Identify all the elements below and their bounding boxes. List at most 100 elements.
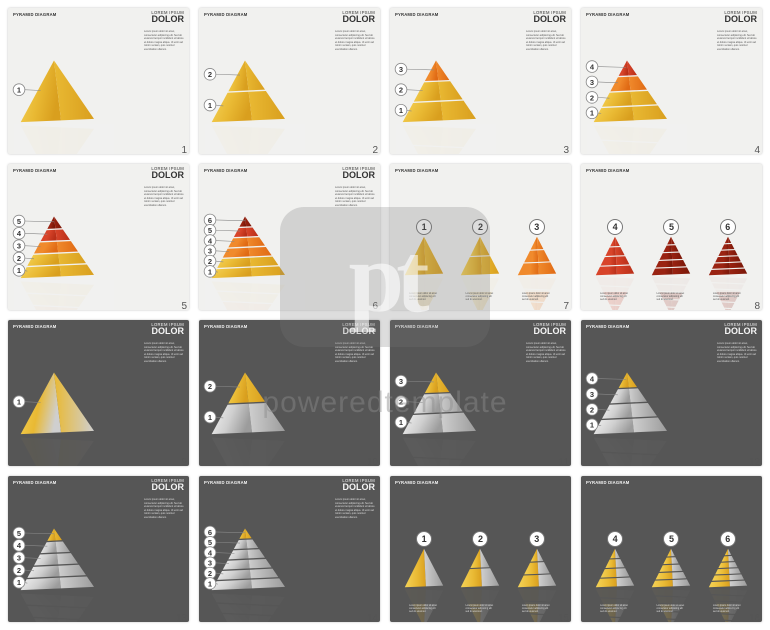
callout-badge: 3 — [529, 531, 545, 547]
slide-5: PYRAMID DIAGRAMLOREM IPSUMDOLORLorem ips… — [8, 164, 189, 310]
body-text: Lorem ipsum dolor sit amet, consectetur … — [144, 498, 184, 519]
slide-title-left: PYRAMID DIAGRAM — [13, 12, 56, 17]
body-text: Lorem ipsum dolor sit amet, consectetur … — [717, 30, 757, 51]
slide-title-left: PYRAMID DIAGRAM — [204, 12, 247, 17]
slide-cell-8: PYRAMID DIAGRAM4Lorem ipsum dolor sit am… — [581, 164, 762, 310]
slide-number: 1 — [181, 145, 187, 156]
slide-cell-13: PYRAMID DIAGRAM LOREM IPSUMDOLOR Lorem ips… — [8, 476, 189, 622]
slide-cell-5: PYRAMID DIAGRAMLOREM IPSUMDOLORLorem ips… — [8, 164, 189, 310]
mini-pyramid-6: 6Lorem ipsum dolor sit amet consectetur … — [700, 542, 756, 614]
slide-number: 16 — [749, 613, 760, 624]
pyramid: 654321 — [205, 204, 305, 304]
slide-title-left: PYRAMID DIAGRAM — [395, 12, 438, 17]
svg-text:3: 3 — [590, 390, 594, 399]
svg-text:1: 1 — [17, 266, 21, 275]
pyramid-row: 1Lorem ipsum dolor sit amet consectetur … — [390, 164, 571, 310]
slide-title-left: PYRAMID DIAGRAM — [204, 480, 247, 485]
slide-title-right: LOREM IPSUMDOLOR — [151, 479, 184, 492]
subtitle-big: DOLOR — [151, 483, 184, 492]
pyramid: 654321 — [205, 516, 305, 616]
slide-number: 13 — [176, 613, 187, 624]
body-text: Lorem ipsum dolor sit amet, consectetur … — [335, 498, 375, 519]
subtitle-big: DOLOR — [533, 15, 566, 24]
caption-text: Lorem ipsum dolor sit amet consectetur a… — [713, 605, 743, 614]
pyramid-row: 4Lorem ipsum dolor sit amet consectetur … — [581, 164, 762, 310]
slide-cell-1: PYRAMID DIAGRAMLOREM IPSUMDOLORLorem ips… — [8, 8, 189, 154]
svg-text:5: 5 — [208, 538, 212, 547]
slide-title-right: LOREM IPSUMDOLOR — [342, 479, 375, 492]
slide-number: 3 — [563, 145, 569, 156]
svg-text:2: 2 — [17, 254, 21, 263]
subtitle-big: DOLOR — [533, 327, 566, 336]
slide-title-left: PYRAMID DIAGRAM — [395, 324, 438, 329]
subtitle-big: DOLOR — [151, 15, 184, 24]
slide-title-right: LOREM IPSUMDOLOR — [533, 11, 566, 24]
slide-cell-11: PYRAMID DIAGRAMLOREM IPSUMDOLORLorem ips… — [390, 320, 571, 466]
slide-title-right: LOREM IPSUMDOLOR — [724, 323, 757, 336]
subtitle-big: DOLOR — [342, 483, 375, 492]
mini-pyramid-5: 5Lorem ipsum dolor sit amet consectetur … — [643, 542, 699, 614]
svg-text:5: 5 — [208, 226, 212, 235]
svg-text:5: 5 — [17, 529, 21, 538]
slide-13: PYRAMID DIAGRAM LOREM IPSUMDOLOR Lorem ips… — [8, 476, 189, 622]
slide-number: 11 — [559, 457, 569, 468]
slide-11: PYRAMID DIAGRAMLOREM IPSUMDOLORLorem ips… — [390, 320, 571, 466]
body-text: Lorem ipsum dolor sit amet, consectetur … — [144, 30, 184, 51]
pyramid: 54321 — [14, 204, 114, 304]
body-text: Lorem ipsum dolor sit amet, consectetur … — [335, 186, 375, 207]
slide-number: 15 — [558, 613, 569, 624]
slide-9: PYRAMID DIAGRAMLOREM IPSUMDOLORLorem ips… — [8, 320, 189, 466]
body-text: Lorem ipsum dolor sit amet, consectetur … — [335, 30, 375, 51]
slide-title-left: PYRAMID DIAGRAM — [13, 480, 56, 485]
slide-cell-10: PYRAMID DIAGRAMLOREM IPSUMDOLORLorem ips… — [199, 320, 380, 466]
subtitle-big: DOLOR — [342, 15, 375, 24]
slide-number: 9 — [181, 457, 187, 468]
svg-text:2: 2 — [399, 86, 403, 95]
body-text: Lorem ipsum dolor sit amet, consectetur … — [717, 342, 757, 363]
svg-text:3: 3 — [399, 377, 403, 386]
caption-text: Lorem ipsum dolor sit amet consectetur a… — [713, 293, 743, 302]
svg-text:1: 1 — [208, 579, 212, 588]
caption-text: Lorem ipsum dolor sit amet consectetur a… — [522, 605, 552, 614]
mini-pyramid-3: 3Lorem ipsum dolor sit amet consectetur … — [509, 230, 565, 302]
slide-4: PYRAMID DIAGRAMLOREM IPSUMDOLORLorem ips… — [581, 8, 762, 154]
slide-title-left: PYRAMID DIAGRAM — [586, 12, 629, 17]
svg-text:2: 2 — [208, 70, 212, 79]
mini-pyramid-5: 5Lorem ipsum dolor sit amet consectetur … — [643, 230, 699, 302]
caption-text: Lorem ipsum dolor sit amet consectetur a… — [522, 293, 552, 302]
pyramid: 1 — [14, 48, 114, 148]
svg-text:1: 1 — [590, 109, 594, 118]
svg-text:3: 3 — [17, 242, 21, 251]
mini-pyramid-1: 1Lorem ipsum dolor sit amet consectetur … — [396, 230, 452, 302]
svg-text:1: 1 — [208, 267, 212, 276]
caption-text: Lorem ipsum dolor sit amet consectetur a… — [600, 293, 630, 302]
slide-title-left: PYRAMID DIAGRAM — [204, 168, 247, 173]
slide-number: 8 — [754, 301, 760, 312]
svg-text:1: 1 — [17, 578, 21, 587]
slide-title-left: PYRAMID DIAGRAM — [204, 324, 247, 329]
slide-title-left: PYRAMID DIAGRAM — [13, 324, 56, 329]
slide-title-left: PYRAMID DIAGRAM — [586, 324, 629, 329]
svg-text:2: 2 — [590, 405, 594, 414]
slide-6: PYRAMID DIAGRAMLOREM IPSUMDOLORLorem ips… — [199, 164, 380, 310]
slide-cell-3: PYRAMID DIAGRAMLOREM IPSUMDOLORLorem ips… — [390, 8, 571, 154]
slide-number: 2 — [372, 145, 378, 156]
mini-pyramid-2: 2Lorem ipsum dolor sit amet consectetur … — [452, 542, 508, 614]
callout-badge: 6 — [720, 219, 736, 235]
callout-badge: 6 — [720, 531, 736, 547]
pyramid: 321 — [396, 48, 496, 148]
svg-text:6: 6 — [208, 216, 212, 225]
slide-cell-14: PYRAMID DIAGRAM LOREM IPSUMDOLOR Lorem ips… — [199, 476, 380, 622]
svg-text:5: 5 — [17, 217, 21, 226]
svg-text:2: 2 — [590, 93, 594, 102]
pyramid: 1 — [14, 360, 114, 460]
slide-14: PYRAMID DIAGRAM LOREM IPSUMDOLOR Lorem ips… — [199, 476, 380, 622]
pyramid: 321 — [396, 360, 496, 460]
slide-number: 10 — [367, 457, 378, 468]
slide-cell-4: PYRAMID DIAGRAMLOREM IPSUMDOLORLorem ips… — [581, 8, 762, 154]
slide-number: 14 — [367, 613, 378, 624]
slide-title-right: LOREM IPSUMDOLOR — [533, 323, 566, 336]
body-text: Lorem ipsum dolor sit amet, consectetur … — [144, 342, 184, 363]
slide-number: 7 — [563, 301, 569, 312]
slide-number: 4 — [754, 145, 760, 156]
